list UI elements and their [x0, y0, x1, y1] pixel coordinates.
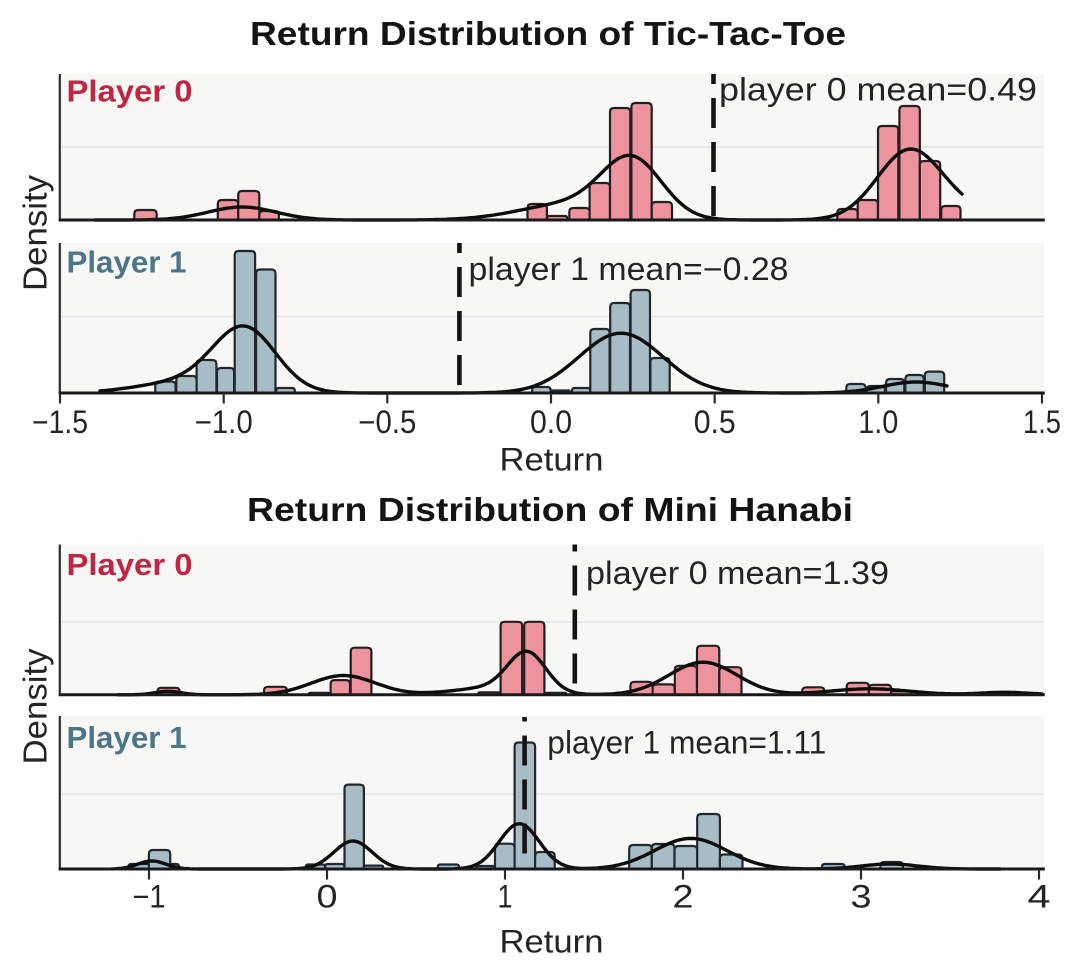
svg-text:Return Distribution of Tic-Tac: Return Distribution of Tic-Tac-Toe	[250, 15, 846, 52]
svg-text:−1: −1	[133, 879, 166, 915]
svg-text:1.5: 1.5	[1023, 404, 1061, 440]
svg-text:Player 1: Player 1	[67, 720, 187, 755]
svg-text:player 0 mean=1.39: player 0 mean=1.39	[586, 555, 889, 591]
svg-text:2: 2	[673, 879, 694, 915]
svg-text:−0.5: −0.5	[358, 404, 416, 440]
svg-text:Player 1: Player 1	[67, 245, 187, 280]
svg-text:0: 0	[317, 879, 338, 915]
svg-text:−1.5: −1.5	[32, 404, 88, 440]
svg-text:0.0: 0.0	[530, 404, 572, 440]
svg-text:Return: Return	[500, 924, 604, 960]
svg-text:3: 3	[851, 879, 872, 915]
svg-text:−1.0: −1.0	[195, 404, 253, 440]
svg-text:0.5: 0.5	[694, 404, 736, 440]
svg-text:Return Distribution of Mini Ha: Return Distribution of Mini Hanabi	[247, 491, 853, 528]
svg-text:player 1 mean=−0.28: player 1 mean=−0.28	[469, 251, 789, 287]
svg-text:Density: Density	[17, 174, 54, 291]
svg-text:Player 0: Player 0	[67, 74, 193, 109]
svg-text:1: 1	[498, 879, 513, 915]
svg-text:player 1 mean=1.11: player 1 mean=1.11	[547, 725, 826, 761]
svg-text:Return: Return	[500, 442, 604, 478]
svg-text:Density: Density	[17, 648, 54, 765]
svg-text:Player 0: Player 0	[67, 547, 193, 582]
svg-text:player 0 mean=0.49: player 0 mean=0.49	[719, 72, 1037, 108]
svg-text:4: 4	[1028, 879, 1051, 915]
svg-text:1.0: 1.0	[858, 404, 898, 440]
